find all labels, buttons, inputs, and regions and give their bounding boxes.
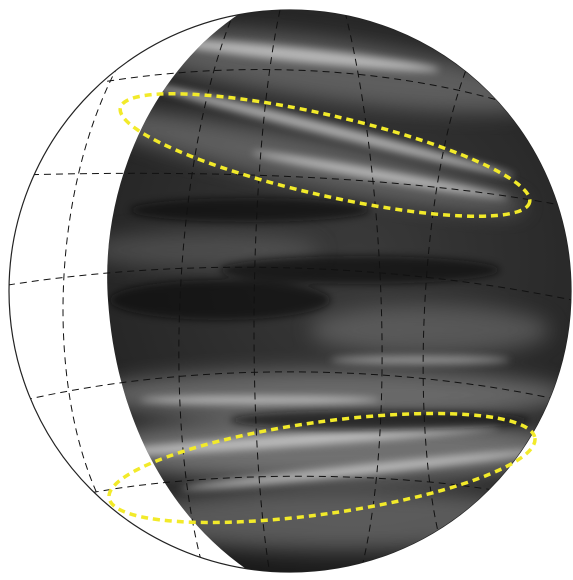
grid-lines [9, 10, 571, 572]
highlight-regions [107, 92, 537, 525]
